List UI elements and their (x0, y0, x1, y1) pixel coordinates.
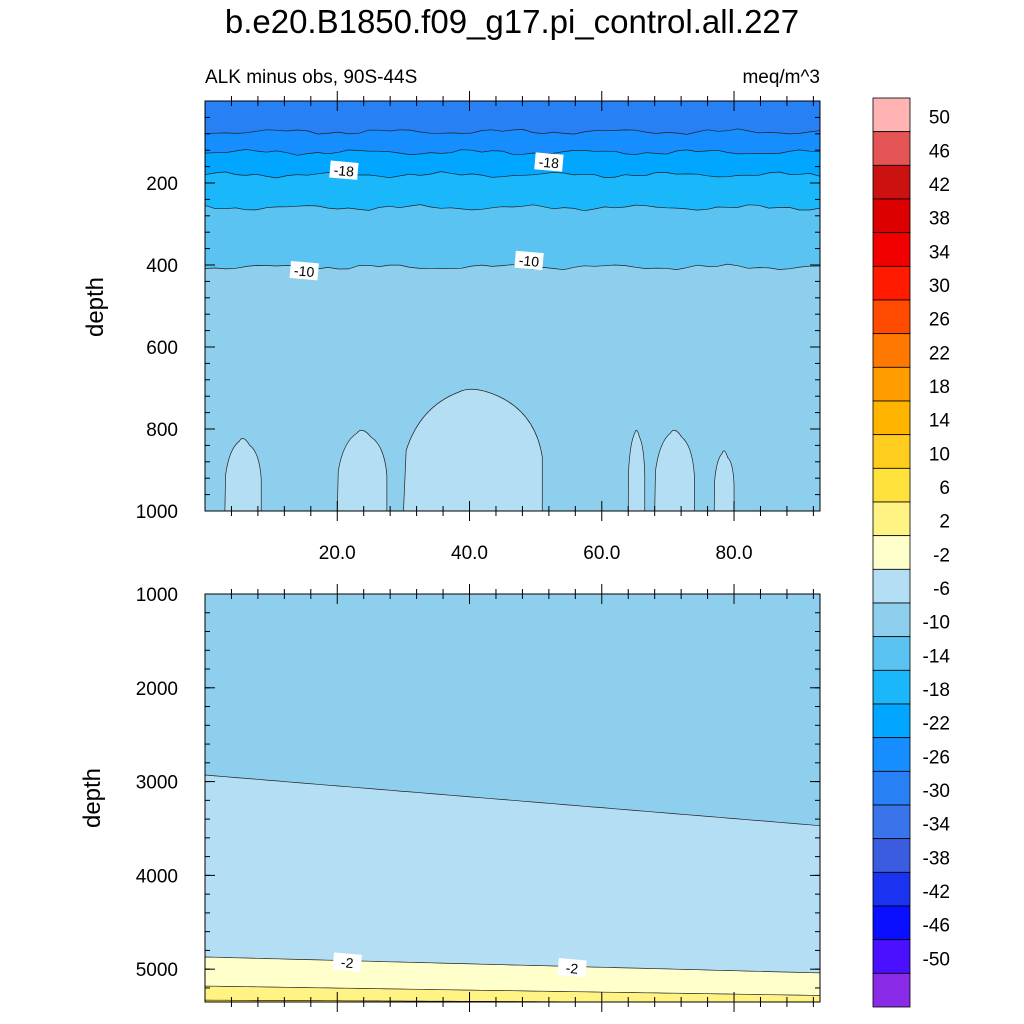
colorbar-label: -10 (923, 613, 950, 634)
colorbar-label: 26 (929, 310, 950, 331)
colorbar-box (872, 299, 911, 335)
colorbar-box (872, 467, 911, 503)
contour-patch (713, 450, 735, 511)
svg-text:-2: -2 (340, 954, 354, 971)
x-tick-label: 80.0 (716, 543, 753, 564)
colorbar-box (872, 972, 911, 1008)
contour-label: -18 (329, 160, 359, 180)
colorbar-box (872, 737, 911, 772)
colorbar-box (872, 669, 911, 705)
x-tick-label: 60.0 (583, 543, 620, 564)
colorbar-box (872, 871, 911, 907)
contour-band (205, 985, 820, 1002)
colorbar-label: 2 (939, 512, 950, 533)
plot-frame (204, 593, 821, 1003)
colorbar-box (872, 400, 911, 436)
colorbar-label: -46 (923, 916, 950, 937)
contour-band (205, 101, 820, 135)
contour-patch (224, 438, 262, 511)
colorbar-label: 14 (929, 411, 951, 432)
y-tick-label: 3000 (136, 773, 178, 794)
colorbar-box (872, 366, 911, 402)
colorbar-label: -34 (923, 815, 951, 836)
colorbar-box (872, 501, 911, 537)
y-tick-label: 2000 (136, 679, 178, 700)
lower-ylabel: depth (79, 768, 106, 828)
colorbar-label: 42 (929, 175, 950, 196)
colorbar-label: 10 (929, 444, 950, 465)
colorbar-box (872, 535, 911, 570)
colorbar-box (872, 804, 911, 840)
y-tick-label: 200 (146, 174, 178, 195)
x-tick-label: 40.0 (451, 543, 488, 564)
figure-title: b.e20.B1850.f09_g17.pi_control.all.227 (225, 3, 799, 40)
colorbar-box (872, 939, 911, 974)
colorbar-label: 34 (929, 242, 951, 263)
colorbar-box (872, 198, 911, 234)
upper-ylabel: depth (82, 277, 109, 337)
contour-patch (403, 388, 543, 511)
contour-label: -2 (332, 952, 362, 972)
colorbar-box (872, 131, 911, 166)
colorbar-label: -26 (923, 747, 950, 768)
colorbar-box (872, 838, 911, 873)
contour-patch (627, 429, 646, 511)
plot-frame (204, 100, 821, 512)
colorbar-label: -18 (923, 680, 950, 701)
contour-label: -10 (514, 250, 544, 271)
contour-label: -2 (557, 958, 587, 978)
left-string: ALK minus obs, 90S-44S (205, 67, 417, 88)
colorbar: 50 46 42 38 34 30 26 22 18 14 10 6 2 -2 -6 -10 -14 -18 -22… (872, 97, 951, 1008)
colorbar-label: -50 (923, 949, 950, 970)
colorbar-label: -22 (923, 714, 950, 735)
colorbar-label: -42 (923, 882, 950, 903)
colorbar-label: 18 (929, 377, 950, 398)
colorbar-box (872, 265, 911, 301)
colorbar-label: 6 (939, 478, 950, 499)
colorbar-label: -6 (933, 579, 950, 600)
y-tick-label: 1000 (136, 585, 178, 606)
colorbar-label: 50 (929, 108, 950, 129)
y-tick-label: 4000 (136, 866, 178, 887)
colorbar-box (872, 568, 911, 604)
colorbar-box (872, 164, 911, 200)
colorbar-label: -14 (923, 646, 951, 667)
svg-text:-10: -10 (518, 252, 540, 270)
contour-patch (654, 429, 695, 511)
svg-text:-2: -2 (565, 960, 579, 977)
colorbar-box (872, 232, 911, 267)
contour-label: -10 (289, 260, 319, 281)
colorbar-label: 38 (929, 209, 950, 230)
colorbar-box (872, 905, 911, 941)
colorbar-box (872, 97, 911, 133)
contour-label: -18 (534, 152, 564, 172)
y-tick-label: 800 (146, 420, 178, 441)
y-tick-label: 400 (146, 256, 178, 277)
y-tick-label: 600 (146, 338, 178, 359)
colorbar-label: -30 (923, 781, 950, 802)
y-tick-label: 5000 (136, 960, 178, 981)
svg-text:-18: -18 (538, 154, 560, 172)
lower-panel: -2 -2 1000 2000 3000 4000 5000 (136, 584, 821, 1012)
svg-text:-18: -18 (333, 162, 355, 180)
colorbar-box (872, 602, 911, 638)
colorbar-label: -38 (923, 848, 950, 869)
colorbar-box (872, 333, 911, 368)
x-tick-label: 20.0 (319, 543, 356, 564)
contour-band (205, 774, 820, 1002)
upper-panel: -18 -18 -10 -10 200 400 600 800 1000 20.0 40.0 60.0… (136, 91, 821, 564)
colorbar-label: 46 (929, 141, 950, 162)
colorbar-box (872, 703, 911, 739)
colorbar-box (872, 434, 911, 469)
contour-patch (336, 429, 388, 511)
svg-text:-10: -10 (293, 262, 315, 280)
y-tick-label: 1000 (136, 502, 178, 523)
colorbar-label: 22 (929, 343, 950, 364)
colorbar-box (872, 770, 911, 806)
colorbar-box (872, 636, 911, 671)
colorbar-label: -2 (933, 545, 950, 566)
colorbar-label: 30 (929, 276, 950, 297)
right-string: meq/m^3 (742, 67, 820, 88)
